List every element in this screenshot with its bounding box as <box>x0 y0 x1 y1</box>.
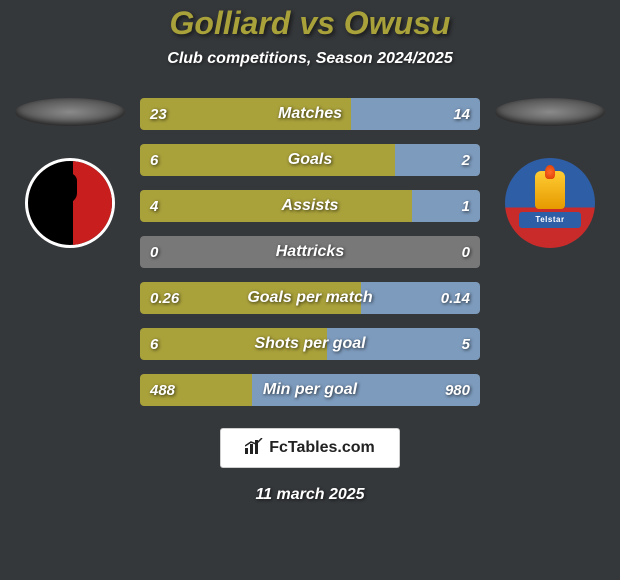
date-label: 11 march 2025 <box>0 486 620 504</box>
stat-value-left: 23 <box>140 98 177 130</box>
page-title: Golliard vs Owusu <box>0 5 620 42</box>
stat-value-left: 6 <box>140 144 168 176</box>
stat-bar-bg <box>140 236 480 268</box>
stat-value-right: 1 <box>452 190 480 222</box>
stat-row: Assists41 <box>140 190 480 222</box>
subtitle: Club competitions, Season 2024/2025 <box>0 50 620 68</box>
stat-bars: Matches2314Goals62Assists41Hattricks00Go… <box>140 98 480 406</box>
stat-row: Matches2314 <box>140 98 480 130</box>
left-side <box>15 98 125 248</box>
stat-value-right: 14 <box>443 98 480 130</box>
stat-bar-left-segment <box>140 144 395 176</box>
stat-value-right: 2 <box>452 144 480 176</box>
stat-row: Min per goal488980 <box>140 374 480 406</box>
stat-bar-bg <box>140 328 480 360</box>
main-area: Matches2314Goals62Assists41Hattricks00Go… <box>0 98 620 406</box>
right-side: Telstar <box>495 98 605 248</box>
right-club-banner: Telstar <box>519 212 581 228</box>
stat-row: Goals per match0.260.14 <box>140 282 480 314</box>
stat-row: Goals62 <box>140 144 480 176</box>
stat-value-left: 4 <box>140 190 168 222</box>
right-club-badge: Telstar <box>505 158 595 248</box>
stat-bar-bg <box>140 282 480 314</box>
stat-value-right: 0 <box>452 236 480 268</box>
stat-value-left: 0.26 <box>140 282 189 314</box>
left-player-placeholder <box>15 98 125 126</box>
chart-icon <box>245 438 263 459</box>
stat-value-left: 488 <box>140 374 185 406</box>
left-club-badge <box>25 158 115 248</box>
stat-bar-bg <box>140 374 480 406</box>
stat-value-right: 0.14 <box>431 282 480 314</box>
footer-brand-text: FcTables.com <box>269 439 375 457</box>
stat-bar-bg <box>140 98 480 130</box>
stat-value-left: 6 <box>140 328 168 360</box>
stat-row: Shots per goal65 <box>140 328 480 360</box>
footer-brand: FcTables.com <box>220 428 400 468</box>
stat-value-right: 5 <box>452 328 480 360</box>
comparison-container: Golliard vs Owusu Club competitions, Sea… <box>0 0 620 580</box>
stat-bar-left-segment <box>140 190 412 222</box>
stat-bar-bg <box>140 144 480 176</box>
stat-value-right: 980 <box>435 374 480 406</box>
right-player-placeholder <box>495 98 605 126</box>
stat-row: Hattricks00 <box>140 236 480 268</box>
stat-bar-bg <box>140 190 480 222</box>
stat-value-left: 0 <box>140 236 168 268</box>
